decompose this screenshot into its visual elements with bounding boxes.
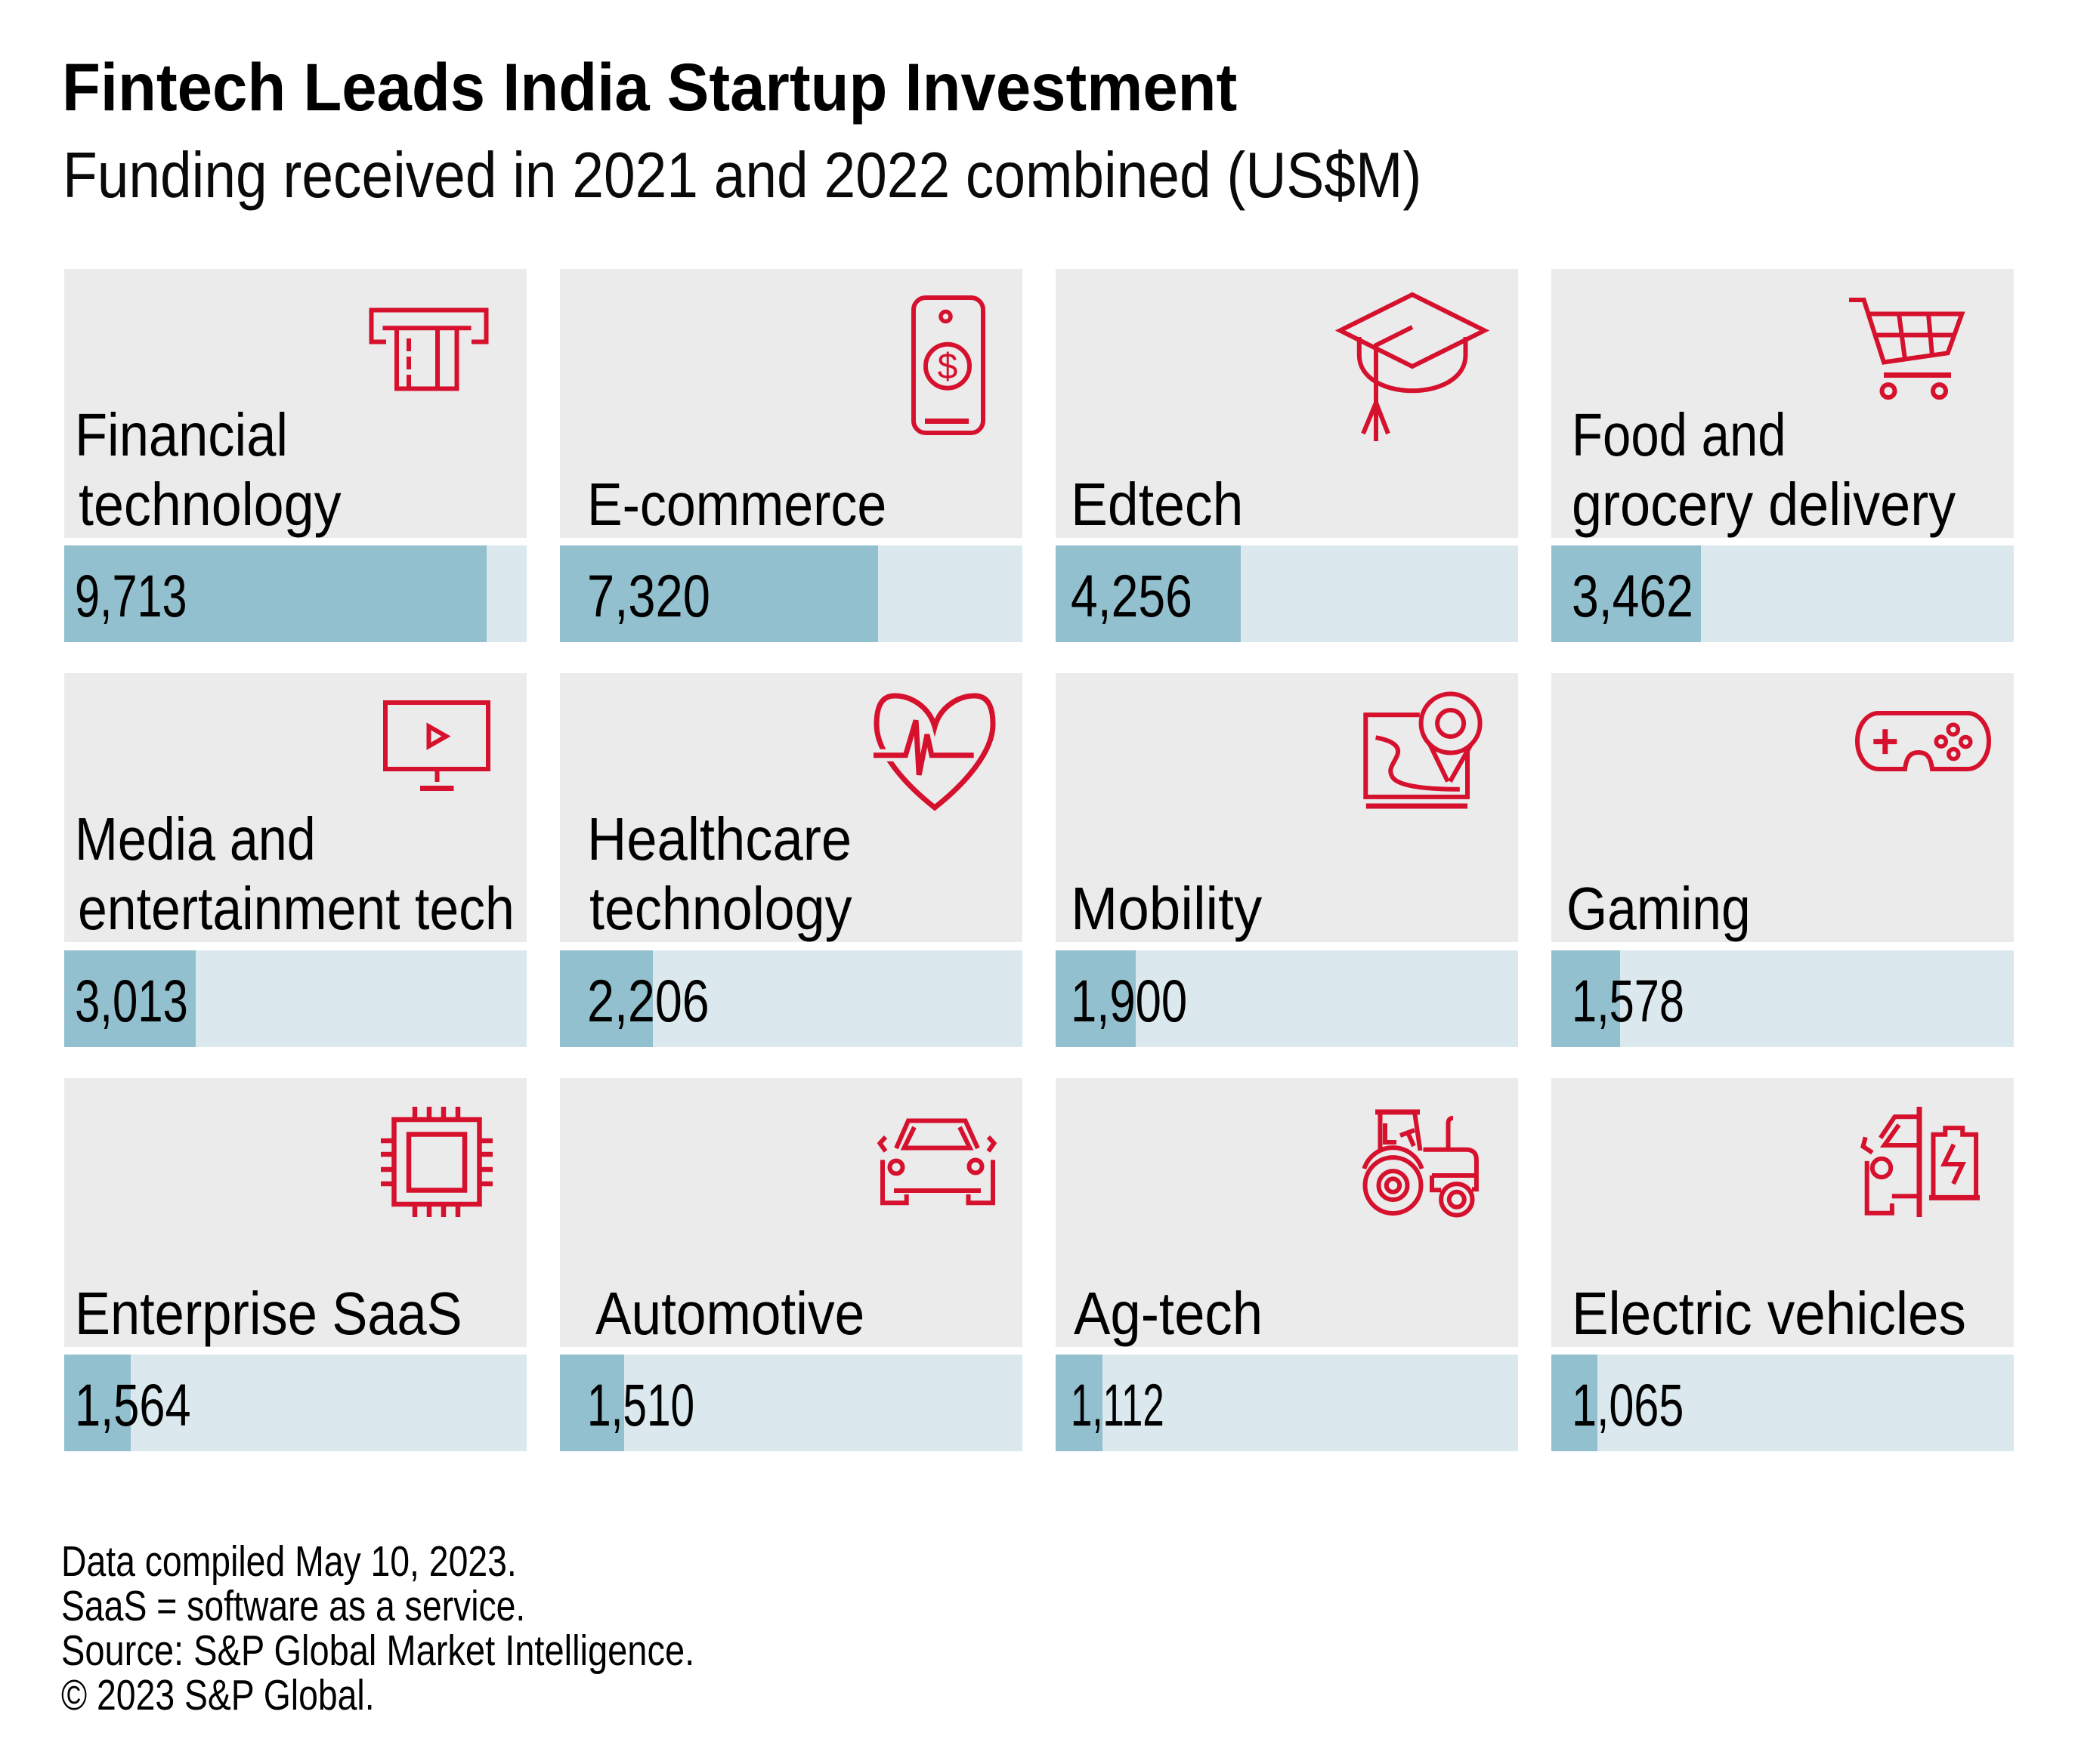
svg-text:$: $	[938, 347, 958, 387]
